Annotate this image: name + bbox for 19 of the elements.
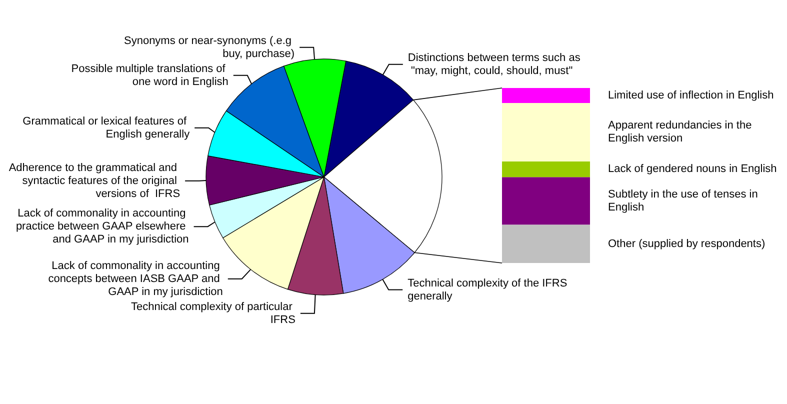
slice-label: Technical complexity of the IFRS generally — [408, 277, 570, 302]
series-label: Lack of gendered nouns in English — [608, 163, 777, 176]
slice-label: Lack of commonality in accounting practice between GAAP elsewhere and GAAP in my jurisdiction — [16, 208, 189, 246]
series-label: Apparent redundancies in the English version — [608, 120, 755, 145]
series-label: Subtlety in the use of tenses in English — [608, 188, 761, 214]
slice-label: Synonyms or near-synonyms (.e.g buy, purchase) — [124, 34, 295, 60]
slice-label: Distinctions between terms such as "may, might, could, should, must" — [408, 52, 581, 77]
slice-label: Adherence to the grammatical and syntactic features of the original versions of IFRS — [8, 162, 180, 200]
bar — [502, 161, 590, 178]
bar — [502, 177, 590, 225]
series-label: Other (supplied by respondents) — [608, 238, 766, 250]
bar — [502, 224, 590, 263]
slice-label: Lack of commonality in accounting concepts between IASB GAAP and GAAP in my jurisdiction — [48, 260, 223, 298]
slice-label: Technical complexity of particular IFRS — [130, 300, 296, 326]
slice-label: Possible multiple translations of one word in English — [71, 62, 228, 88]
slice-label: Grammatical or lexical features of English generally — [22, 115, 190, 140]
bar — [502, 88, 590, 104]
bar — [502, 103, 590, 162]
series-label: Limited use of inflection in English — [608, 90, 774, 102]
